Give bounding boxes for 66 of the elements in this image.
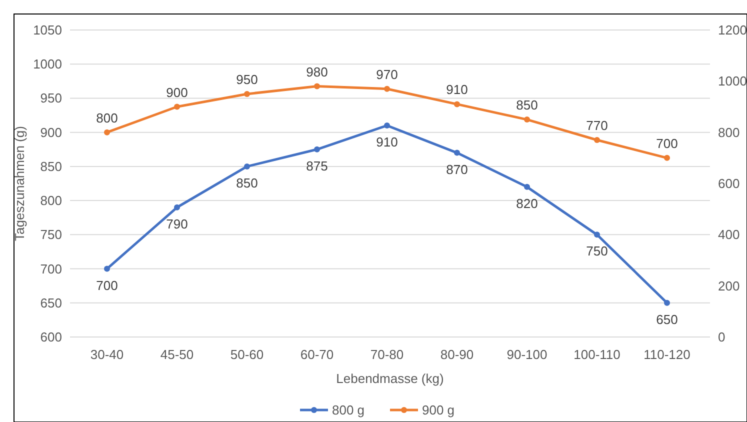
data-label: 850	[516, 98, 538, 113]
x-tick-label: 50-60	[230, 347, 264, 362]
y-tick-label: 800	[40, 193, 62, 208]
x-tick-label: 80-90	[440, 347, 474, 362]
y2-tick-label: 600	[718, 176, 740, 191]
point	[594, 232, 600, 238]
legend-label: 900 g	[422, 402, 455, 418]
data-label: 970	[376, 66, 398, 82]
y-tick-label: 700	[40, 261, 62, 276]
y-tick-label: 1050	[33, 22, 62, 38]
data-label: 870	[446, 162, 468, 177]
data-label: 950	[236, 72, 258, 87]
point	[454, 150, 460, 156]
data-label: 875	[306, 158, 328, 174]
y-axis-title: Tageszunahmen (g)	[12, 126, 27, 241]
data-label: 980	[306, 64, 328, 80]
data-label: 770	[586, 118, 608, 134]
point	[314, 146, 320, 152]
y2-tick-label: 200	[718, 278, 740, 294]
y2-tick-label: 800	[718, 124, 740, 140]
data-label: 910	[446, 82, 468, 98]
x-axis-title: Lebendmasse (kg)	[336, 371, 444, 386]
data-label: 700	[656, 136, 678, 151]
data-label: 700	[96, 278, 118, 293]
y-tick-label: 600	[40, 330, 62, 344]
x-tick-label: 60-70	[300, 347, 334, 362]
point	[524, 116, 530, 123]
y-tick-label: 1000	[33, 56, 62, 72]
y-tick-label: 950	[40, 90, 62, 106]
point	[244, 90, 250, 97]
point	[174, 104, 180, 110]
point	[384, 86, 390, 92]
data-label: 820	[516, 196, 538, 211]
x-tick-label: 90-100	[506, 347, 548, 362]
data-label: 790	[166, 216, 188, 232]
point	[244, 163, 250, 170]
point	[454, 101, 460, 108]
x-tick-label: 110-120	[644, 347, 690, 362]
x-tick-label: 30-40	[90, 347, 124, 362]
y-tick-label: 750	[40, 227, 62, 242]
legend-label: 800 g	[332, 402, 365, 418]
data-label: 750	[586, 244, 608, 259]
y-tick-label: 850	[40, 158, 62, 174]
y2-tick-label: 1000	[718, 74, 747, 89]
y2-tick-label: 0	[718, 330, 726, 344]
data-label: 910	[376, 134, 398, 150]
point	[314, 83, 320, 90]
point	[664, 300, 670, 306]
y2-tick-label: 1200	[718, 22, 747, 38]
y2-tick-label: 400	[718, 227, 740, 242]
data-label: 800	[96, 110, 118, 126]
point	[174, 204, 180, 210]
x-tick-label: 100-110	[574, 347, 620, 362]
point	[104, 129, 110, 136]
point	[524, 184, 530, 190]
y-tick-label: 900	[40, 124, 62, 140]
y-tick-label: 650	[40, 295, 62, 310]
data-label: 650	[656, 312, 678, 327]
data-label: 850	[236, 175, 258, 190]
point	[594, 137, 600, 144]
point	[384, 122, 390, 129]
data-label: 900	[166, 84, 188, 100]
point	[664, 154, 670, 161]
point	[104, 266, 110, 272]
x-tick-label: 70-80	[370, 347, 404, 362]
x-tick-label: 45-50	[160, 347, 194, 362]
